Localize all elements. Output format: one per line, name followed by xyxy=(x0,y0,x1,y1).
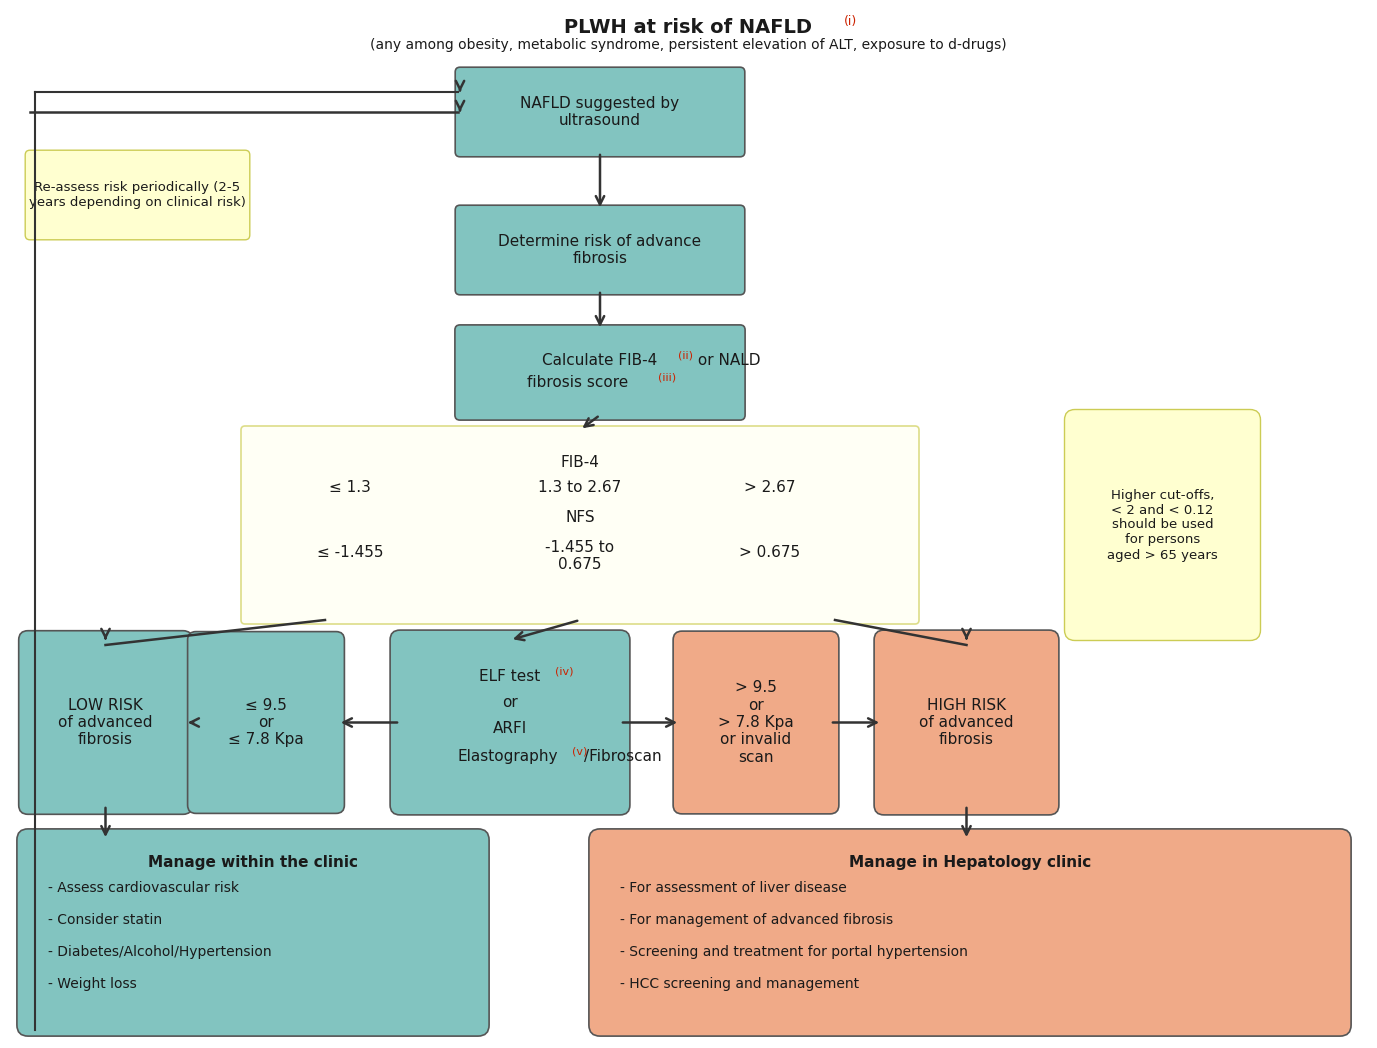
Text: - HCC screening and management: - HCC screening and management xyxy=(620,977,859,991)
FancyBboxPatch shape xyxy=(456,205,745,294)
Text: ARFI: ARFI xyxy=(493,721,527,736)
Text: Re-assess risk periodically (2-5
years depending on clinical risk): Re-assess risk periodically (2-5 years d… xyxy=(29,181,246,209)
Text: HIGH RISK
of advanced
fibrosis: HIGH RISK of advanced fibrosis xyxy=(920,698,1013,747)
Text: - Consider statin: - Consider statin xyxy=(48,913,162,927)
Text: fibrosis score: fibrosis score xyxy=(527,375,629,390)
Text: ≤ 9.5
or
≤ 7.8 Kpa: ≤ 9.5 or ≤ 7.8 Kpa xyxy=(229,698,304,747)
FancyBboxPatch shape xyxy=(673,631,839,814)
Text: (i): (i) xyxy=(844,15,856,28)
Text: - Weight loss: - Weight loss xyxy=(48,977,136,991)
Text: Manage in Hepatology clinic: Manage in Hepatology clinic xyxy=(848,854,1091,870)
FancyBboxPatch shape xyxy=(241,425,918,624)
FancyBboxPatch shape xyxy=(25,150,249,240)
FancyBboxPatch shape xyxy=(456,67,745,157)
Text: ELF test: ELF test xyxy=(479,669,541,684)
FancyBboxPatch shape xyxy=(390,630,629,815)
Text: - Diabetes/Alcohol/Hypertension: - Diabetes/Alcohol/Hypertension xyxy=(48,945,271,959)
Text: or NALD: or NALD xyxy=(693,353,760,368)
Text: (v): (v) xyxy=(571,746,588,757)
FancyBboxPatch shape xyxy=(19,631,193,814)
Text: PLWH at risk of NAFLD: PLWH at risk of NAFLD xyxy=(565,18,812,37)
Text: - For assessment of liver disease: - For assessment of liver disease xyxy=(620,881,847,895)
Text: > 0.675: > 0.675 xyxy=(739,545,800,560)
Text: (iv): (iv) xyxy=(555,667,573,677)
FancyBboxPatch shape xyxy=(874,630,1059,815)
Text: Higher cut-offs,
< 2 and < 0.12
should be used
for persons
aged > 65 years: Higher cut-offs, < 2 and < 0.12 should b… xyxy=(1107,488,1217,562)
FancyBboxPatch shape xyxy=(589,829,1351,1036)
Text: LOW RISK
of advanced
fibrosis: LOW RISK of advanced fibrosis xyxy=(58,698,153,747)
FancyBboxPatch shape xyxy=(187,632,344,813)
Text: > 2.67: > 2.67 xyxy=(744,480,796,495)
FancyBboxPatch shape xyxy=(454,325,745,420)
Text: - Screening and treatment for portal hypertension: - Screening and treatment for portal hyp… xyxy=(620,945,968,959)
Text: 1.3 to 2.67: 1.3 to 2.67 xyxy=(538,480,621,495)
Text: Manage within the clinic: Manage within the clinic xyxy=(147,854,358,870)
Text: - For management of advanced fibrosis: - For management of advanced fibrosis xyxy=(620,913,894,927)
FancyBboxPatch shape xyxy=(17,829,489,1036)
Text: Calculate FIB-4: Calculate FIB-4 xyxy=(543,353,658,368)
Text: NFS: NFS xyxy=(565,510,595,525)
Text: (any among obesity, metabolic syndrome, persistent elevation of ALT, exposure to: (any among obesity, metabolic syndrome, … xyxy=(370,38,1007,52)
Text: ≤ -1.455: ≤ -1.455 xyxy=(317,545,383,560)
Text: /Fibroscan: /Fibroscan xyxy=(584,749,661,764)
Text: Elastography: Elastography xyxy=(457,749,558,764)
Text: or: or xyxy=(503,695,518,709)
Text: - Assess cardiovascular risk: - Assess cardiovascular risk xyxy=(48,881,240,895)
Text: (ii): (ii) xyxy=(677,350,693,361)
Text: (iii): (iii) xyxy=(658,372,676,383)
Text: ≤ 1.3: ≤ 1.3 xyxy=(329,480,370,495)
Text: FIB-4: FIB-4 xyxy=(560,455,599,470)
FancyBboxPatch shape xyxy=(1064,410,1260,640)
Text: -1.455 to
0.675: -1.455 to 0.675 xyxy=(545,540,614,572)
Text: NAFLD suggested by
ultrasound: NAFLD suggested by ultrasound xyxy=(521,95,680,128)
Text: Determine risk of advance
fibrosis: Determine risk of advance fibrosis xyxy=(498,234,701,266)
Text: > 9.5
or
> 7.8 Kpa
or invalid
scan: > 9.5 or > 7.8 Kpa or invalid scan xyxy=(719,680,795,765)
